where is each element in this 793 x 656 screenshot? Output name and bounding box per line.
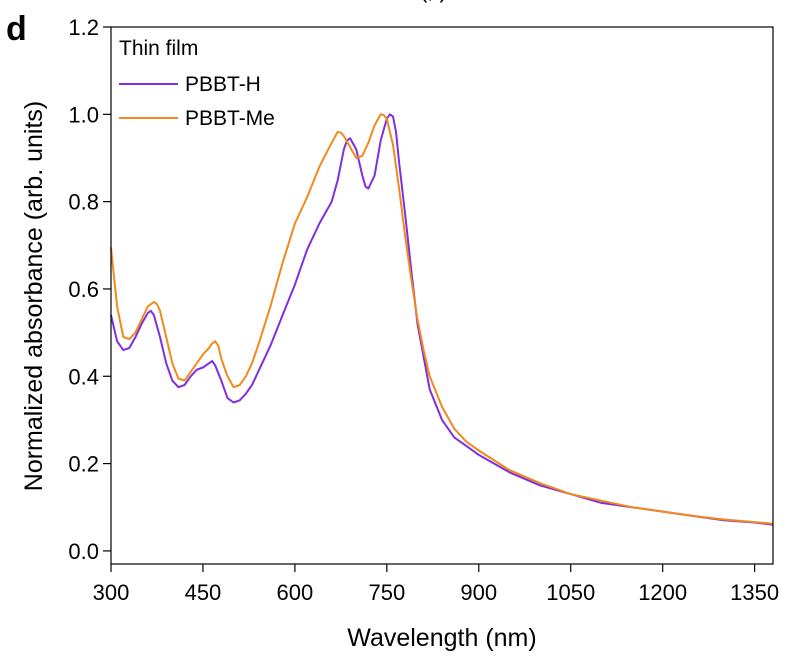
plot-lines: [110, 113, 774, 526]
y-axis-label: Normalized absorbance (arb. units): [20, 101, 48, 491]
y-tick-label: 0.6: [68, 277, 99, 302]
x-tick-label: 600: [277, 580, 314, 605]
panel-label: d: [6, 10, 27, 48]
x-tick-label: 900: [460, 580, 497, 605]
x-axis-label: Wavelength (nm): [347, 624, 536, 652]
plot-frame: [110, 26, 774, 565]
x-tick-label: 450: [185, 580, 222, 605]
series-line-pbbt-me: [110, 113, 774, 525]
x-tick-label: 1350: [730, 580, 779, 605]
x-axis-ticks: 300 450 600 750 900 1050 1200 1350: [93, 564, 779, 605]
y-tick-label: 1.2: [68, 15, 99, 40]
y-tick-label: 0.2: [68, 452, 99, 477]
legend-title: Thin film: [119, 37, 198, 60]
legend: Thin film PBBT-H PBBT-Me: [119, 37, 275, 130]
y-axis-ticks: 0.0 0.2 0.4 0.6 0.8 1.0 1.2: [68, 15, 111, 564]
x-tick-label: 1050: [546, 580, 595, 605]
x-tick-label: 1200: [638, 580, 687, 605]
y-tick-label: 1.0: [68, 102, 99, 127]
x-tick-label: 300: [93, 580, 130, 605]
y-tick-label: 0.8: [68, 190, 99, 215]
legend-entry-pbbt-h: PBBT-H: [185, 73, 261, 96]
legend-entry-pbbt-me: PBBT-Me: [185, 107, 275, 130]
x-tick-label: 750: [368, 580, 405, 605]
series-line-pbbt-h: [110, 113, 774, 526]
y-tick-label: 0.0: [68, 539, 99, 564]
top-text-fragment: (, ): [420, 0, 447, 3]
y-tick-label: 0.4: [68, 364, 99, 389]
